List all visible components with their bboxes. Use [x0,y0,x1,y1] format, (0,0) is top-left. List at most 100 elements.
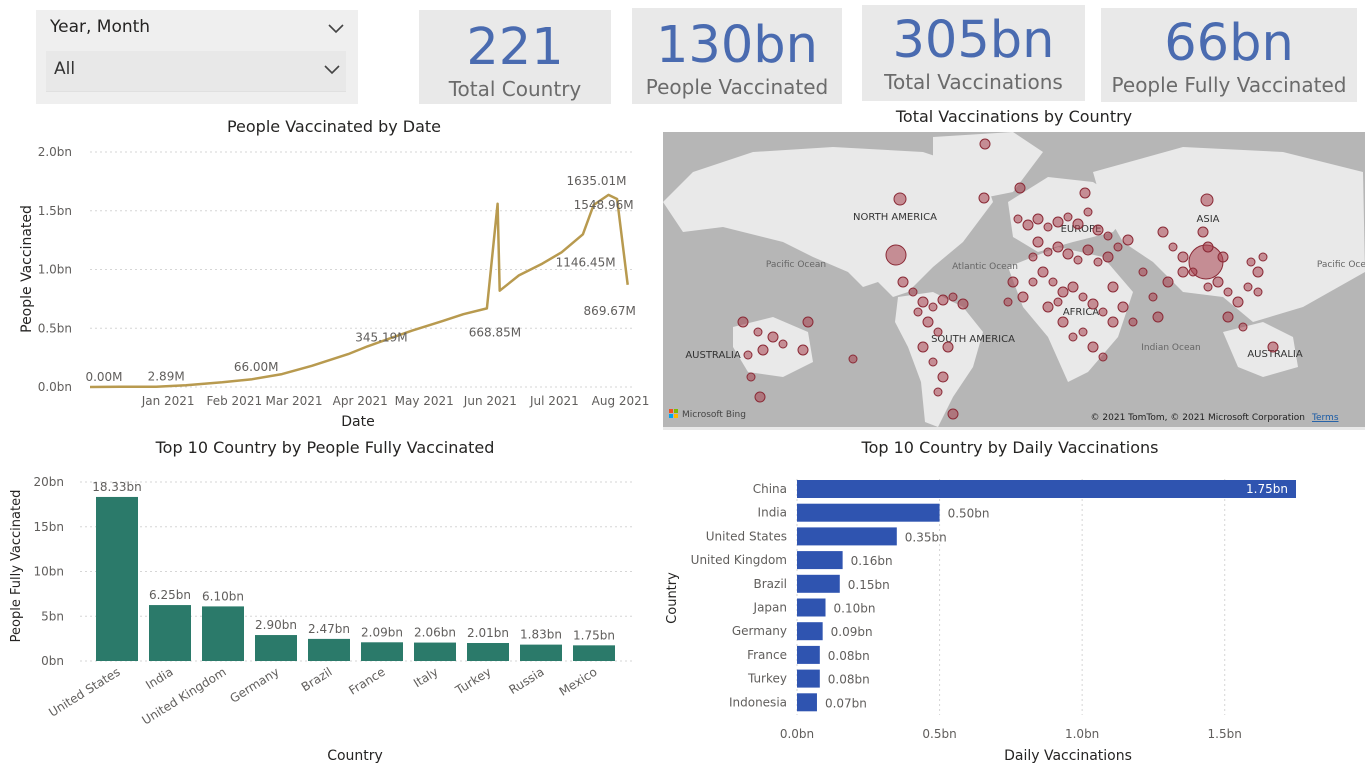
country-bubble[interactable] [1217,251,1229,263]
country-bubble[interactable] [897,276,909,288]
bar[interactable] [797,480,1296,498]
bar[interactable] [797,622,823,641]
country-bubble[interactable] [1102,251,1114,263]
column-bar[interactable] [255,635,297,661]
country-bubble[interactable] [1078,292,1088,302]
country-bubble[interactable] [1107,316,1119,328]
country-bubble[interactable] [1252,266,1264,278]
column-bar[interactable] [520,644,562,661]
country-bubble[interactable] [1162,276,1174,288]
country-bubble[interactable] [1243,282,1253,292]
chevron-down-icon[interactable] [324,61,340,77]
country-bubble[interactable] [928,357,938,367]
country-bubble[interactable] [1152,311,1164,323]
country-bubble[interactable] [1253,287,1263,297]
country-bubble[interactable] [737,316,749,328]
country-bubble[interactable] [1223,287,1233,297]
slicer-dropdown[interactable]: All [46,51,346,92]
column-bar[interactable] [308,638,350,661]
country-bubble[interactable] [1052,241,1064,253]
country-bubble[interactable] [1028,252,1038,262]
country-bubble[interactable] [1148,292,1158,302]
country-bubble[interactable] [1082,244,1094,256]
country-bubble[interactable] [1063,212,1073,222]
country-bubble[interactable] [778,339,788,349]
country-bubble[interactable] [979,138,991,150]
country-bubble[interactable] [1022,219,1034,231]
country-bubble[interactable] [1157,226,1169,238]
country-bubble[interactable] [913,307,923,317]
country-bubble[interactable] [917,341,929,353]
country-bubble[interactable] [1043,222,1053,232]
country-bubble[interactable] [1068,332,1078,342]
country-bubble[interactable] [1122,234,1134,246]
country-bubble[interactable] [1117,301,1129,313]
country-bubble[interactable] [1103,231,1113,241]
people-vaccinated-line[interactable] [89,193,629,389]
column-bar[interactable] [467,643,509,661]
country-bubble[interactable] [1078,327,1088,337]
country-bubble[interactable] [1212,276,1224,288]
country-bubble[interactable] [1042,301,1054,313]
country-bubble[interactable] [917,296,929,308]
chevron-down-icon[interactable] [328,20,344,36]
country-bubble[interactable] [1073,255,1083,265]
country-bubble[interactable] [1177,266,1189,278]
column-bar[interactable] [149,605,191,661]
country-bubble[interactable] [767,331,779,343]
bar[interactable] [797,574,840,593]
country-bubble[interactable] [1032,213,1044,225]
country-bubble[interactable] [797,344,809,356]
country-bubble[interactable] [937,371,949,383]
country-bubble[interactable] [1007,276,1019,288]
country-bubble[interactable] [1267,341,1279,353]
country-bubble[interactable] [1197,226,1209,238]
country-bubble[interactable] [1043,247,1053,257]
country-bubble[interactable] [1202,241,1214,253]
country-bubble[interactable] [908,287,918,297]
country-bubble[interactable] [757,344,769,356]
country-bubble[interactable] [1177,251,1189,263]
country-bubble[interactable] [1048,277,1058,287]
country-bubble[interactable] [848,354,858,364]
country-bubble[interactable] [1098,307,1108,317]
country-bubble[interactable] [1053,297,1063,307]
country-bubble[interactable] [1188,267,1198,277]
country-bubble[interactable] [1079,187,1091,199]
bar[interactable] [797,527,897,546]
country-bubble[interactable] [1028,277,1038,287]
country-bubble[interactable] [1067,281,1079,293]
country-bubble[interactable] [1098,352,1108,362]
column-bar[interactable] [573,645,615,661]
country-bubble[interactable] [1072,218,1084,230]
country-bubble[interactable] [1087,298,1099,310]
line-chart[interactable]: 0.0bn 0.5bn 1.0bn 1.5bn 2.0bn Jan 2021 Feb 202… [0,135,650,435]
column-chart[interactable]: 0bn 5bn 10bn 15bn 20bn 18.33bn United States 6.… [0,460,650,766]
country-bubble[interactable] [978,192,990,204]
country-bubble[interactable] [1246,257,1256,267]
country-bubble[interactable] [1128,317,1138,327]
country-bubble[interactable] [1168,242,1178,252]
column-bar[interactable] [96,496,138,661]
bar[interactable] [797,693,817,712]
country-bubble[interactable] [1017,291,1029,303]
country-bubble[interactable] [1138,267,1148,277]
country-bubble[interactable] [1113,242,1123,252]
country-bubble[interactable] [1092,224,1104,236]
country-bubble[interactable] [1003,297,1013,307]
country-bubble[interactable] [753,327,763,337]
country-bubble[interactable] [937,294,949,306]
vaccination-map[interactable]: NORTH AMERICA EUROPE ASIA SOUTH AMERICA AFRI… [663,132,1365,430]
country-bubble[interactable] [1232,296,1244,308]
country-bubble[interactable] [1057,286,1069,298]
country-bubble[interactable] [1222,311,1234,323]
country-bubble[interactable] [933,387,943,397]
country-bubble[interactable] [933,327,943,337]
country-bubble[interactable] [1014,182,1026,194]
country-bubble[interactable] [1032,236,1044,248]
country-bubble[interactable] [1107,281,1119,293]
country-bubble[interactable] [885,244,907,266]
country-bubble[interactable] [1052,216,1064,228]
country-bubble[interactable] [802,316,814,328]
column-bar[interactable] [361,642,403,661]
